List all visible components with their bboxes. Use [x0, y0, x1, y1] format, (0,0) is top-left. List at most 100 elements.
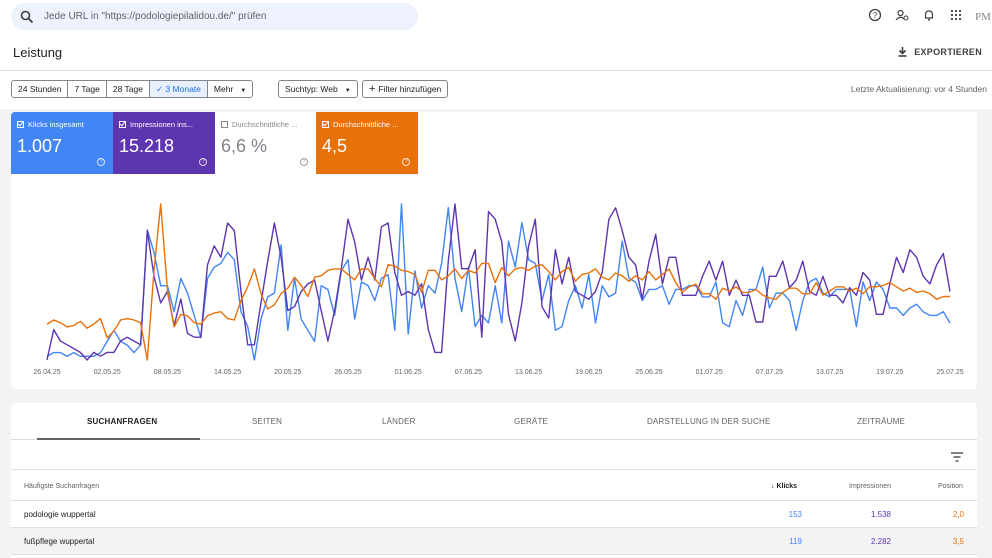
table-header: Häufigste Suchanfragen ↓ Klicks Impressi… — [11, 469, 977, 501]
header-query: Häufigste Suchanfragen — [24, 483, 100, 490]
range-more[interactable]: Mehr ▼ — [208, 81, 252, 97]
caret-down-icon: ▼ — [344, 88, 351, 94]
tab-pages[interactable]: SEITEN — [252, 417, 283, 426]
series-line-1 — [46, 203, 951, 361]
metric-position-value: 4,5 — [322, 136, 348, 156]
help-icon[interactable]: ? — [300, 158, 308, 166]
page-title: Leistung — [13, 45, 63, 60]
metric-ctr-value: 6,6 % — [221, 136, 268, 156]
x-tick-label: 25.07.25 — [936, 369, 963, 376]
range-3m[interactable]: ✓ 3 Monate — [149, 81, 208, 97]
checkbox-icon[interactable] — [17, 121, 24, 128]
export-button[interactable]: EXPORTIEREN — [897, 46, 982, 57]
check-icon: ✓ — [155, 84, 166, 94]
x-tick-label: 07.06.25 — [455, 369, 482, 376]
x-tick-label: 01.06.25 — [395, 369, 422, 376]
account-manage-icon[interactable] — [893, 8, 911, 26]
row-impressions: 2.282 — [870, 537, 891, 546]
performance-chart-card: Klicks insgesamt 1.007 ? Impressionen in… — [11, 112, 977, 389]
metric-ctr[interactable]: Durchschnittliche ... 6,6 % ? — [215, 112, 317, 174]
metric-impressions[interactable]: Impressionen ins... 15.218 ? — [113, 112, 215, 174]
row-query: podologie wuppertal — [24, 510, 96, 519]
last-update-text: Letzte Aktualisierung: vor 4 Stunden — [850, 84, 987, 94]
filter-bar: 24 Stunden 7 Tage 28 Tage ✓ 3 Monate Meh… — [0, 71, 992, 109]
metric-impressions-label: Impressionen ins... — [130, 120, 193, 129]
metric-clicks[interactable]: Klicks insgesamt 1.007 ? — [11, 112, 113, 174]
x-tick-label: 13.06.25 — [515, 369, 542, 376]
x-tick-label: 19.06.25 — [575, 369, 602, 376]
search-input[interactable]: Jede URL in "https://podologiepilalidou.… — [44, 11, 267, 22]
dimension-tabs: SUCHANFRAGEN SEITEN LÄNDER GERÄTE DARSTE… — [11, 403, 977, 440]
header-clicks-label: Klicks — [776, 483, 798, 490]
series-line-0 — [46, 203, 951, 361]
page-header: Leistung EXPORTIEREN — [0, 34, 992, 71]
active-tab-indicator — [37, 438, 200, 440]
metric-position[interactable]: Durchschnittliche ... 4,5 ? — [316, 112, 418, 174]
tab-search-appearance[interactable]: DARSTELLUNG IN DER SUCHE — [647, 417, 771, 426]
x-tick-label: 26.04.25 — [33, 369, 60, 376]
checkbox-icon[interactable] — [119, 121, 126, 128]
bell-icon[interactable] — [920, 8, 938, 26]
range-28d[interactable]: 28 Tage — [107, 81, 150, 97]
row-clicks: 153 — [788, 510, 802, 519]
help-icon[interactable]: ? — [199, 158, 207, 166]
help-icon[interactable]: ? — [402, 158, 410, 166]
metric-ctr-label: Durchschnittliche ... — [232, 120, 298, 129]
tab-queries[interactable]: SUCHANFRAGEN — [87, 417, 158, 426]
x-tick-label: 14.05.25 — [214, 369, 241, 376]
row-position: 2,0 — [952, 510, 964, 519]
caret-down-icon: ▼ — [240, 88, 247, 94]
tab-dates[interactable]: ZEITRÄUME — [857, 417, 906, 426]
header-clicks[interactable]: ↓ Klicks — [771, 483, 797, 490]
add-filter-button[interactable]: + Filter hinzufügen — [362, 80, 449, 98]
row-position: 3,5 — [952, 537, 964, 546]
range-7d[interactable]: 7 Tage — [68, 81, 107, 97]
x-tick-label: 08.05.25 — [154, 369, 181, 376]
performance-line-chart: 26.04.25 02.05.25 08.05.25 14.05.25 20.05.25… — [33, 203, 964, 376]
search-icon — [20, 10, 34, 24]
filter-icon[interactable] — [951, 449, 963, 467]
search-type-label: Suchtyp: Web — [285, 84, 338, 94]
x-tick-label: 13.07.25 — [816, 369, 843, 376]
range-more-label: Mehr — [213, 84, 234, 94]
checkbox-icon[interactable] — [322, 121, 329, 128]
export-label: EXPORTIEREN — [914, 46, 982, 57]
queries-table-card: SUCHANFRAGEN SEITEN LÄNDER GERÄTE DARSTE… — [11, 403, 977, 558]
apps-grid-icon[interactable] — [947, 8, 965, 26]
header-position[interactable]: Position — [938, 483, 963, 490]
avatar[interactable]: PM — [975, 11, 991, 23]
help-icon[interactable]: ? — [97, 158, 105, 166]
help-icon[interactable]: ? — [866, 8, 884, 26]
plus-icon: + — [369, 83, 376, 95]
tab-devices[interactable]: GERÄTE — [514, 417, 549, 426]
x-tick-label: 19.07.25 — [876, 369, 903, 376]
x-tick-label: 25.06.25 — [635, 369, 662, 376]
checkbox-icon[interactable] — [221, 121, 228, 128]
row-impressions: 1.538 — [870, 510, 891, 519]
top-bar: Jede URL in "https://podologiepilalidou.… — [0, 0, 992, 34]
header-impressions[interactable]: Impressionen — [849, 483, 892, 490]
date-range-selector: 24 Stunden 7 Tage 28 Tage ✓ 3 Monate Meh… — [11, 80, 254, 98]
x-tick-label: 07.07.25 — [756, 369, 783, 376]
row-clicks: 119 — [789, 537, 802, 546]
table-row[interactable]: fußpflege wuppertal 119 2.282 3,5 — [11, 528, 977, 555]
metric-impressions-value: 15.218 — [119, 136, 175, 156]
range-3m-label: 3 Monate — [165, 84, 201, 94]
metric-clicks-value: 1.007 — [17, 136, 63, 156]
table-row[interactable]: podologie wuppertal 153 1.538 2,0 — [11, 501, 977, 528]
metric-position-label: Durchschnittliche ... — [333, 120, 399, 129]
sort-arrow-down-icon: ↓ — [771, 483, 777, 490]
range-24h[interactable]: 24 Stunden — [12, 81, 69, 97]
download-icon — [898, 47, 907, 57]
url-inspection-search[interactable]: Jede URL in "https://podologiepilalidou.… — [11, 3, 418, 30]
row-query: fußpflege wuppertal — [24, 537, 95, 546]
tab-countries[interactable]: LÄNDER — [382, 417, 416, 426]
series-line-2 — [46, 203, 950, 361]
search-type-chip[interactable]: Suchtyp: Web ▼ — [278, 80, 358, 98]
x-tick-label: 01.07.25 — [696, 369, 723, 376]
svg-text:?: ? — [873, 11, 878, 20]
x-tick-label: 20.05.25 — [274, 369, 301, 376]
add-filter-label: Filter hinzufügen — [378, 84, 442, 94]
x-tick-label: 26.05.25 — [334, 369, 361, 376]
metric-clicks-label: Klicks insgesamt — [28, 120, 84, 129]
